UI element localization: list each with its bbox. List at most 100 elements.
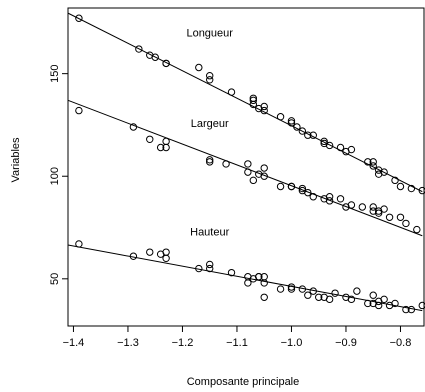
point-largeur [244,168,252,176]
point-longueur [304,131,312,139]
point-hauteur [276,285,285,293]
point-largeur [146,135,154,144]
point-hauteur [287,283,296,291]
point-hauteur [353,287,361,295]
point-hauteur [304,291,312,299]
point-largeur [162,143,170,152]
point-largeur [206,158,214,166]
x-tick-label: −1.3 [117,337,139,349]
point-largeur [336,195,345,203]
point-largeur [129,123,138,131]
point-hauteur [347,295,356,304]
point-largeur [162,137,170,146]
x-tick-label: −1.4 [63,337,85,349]
point-hauteur [244,279,252,287]
x-axis-title: Composante principale [187,376,300,388]
point-longueur [325,141,334,150]
point-hauteur [298,285,307,293]
point-longueur [298,127,307,135]
point-largeur [206,156,214,164]
point-hauteur [325,295,334,304]
point-hauteur [260,293,268,301]
point-longueur [287,119,296,127]
point-longueur [135,45,143,53]
point-largeur [369,203,377,211]
point-hauteur [206,260,214,269]
x-tick-label: −1.2 [172,337,194,349]
point-largeur [309,193,317,201]
point-longueur [309,131,317,139]
point-hauteur [75,240,83,248]
point-longueur [249,100,258,109]
point-largeur [276,182,285,191]
y-tick-label: 100 [49,167,61,185]
point-hauteur [407,305,416,314]
point-longueur [369,162,377,170]
point-largeur [358,203,367,211]
series-label-longueur: Longueur [186,28,233,40]
point-largeur [260,172,268,180]
point-longueur [391,176,399,185]
plot-frame [67,7,425,327]
point-longueur [276,113,285,121]
point-hauteur [255,273,263,281]
x-tick-label: −1.1 [226,337,248,349]
point-largeur [402,219,410,228]
point-hauteur [129,252,138,260]
point-hauteur [402,305,410,314]
x-axis: −1.4 −1.3 −1.2 −1.1 −1.0 −0.9 −0.8 [63,326,411,349]
point-hauteur [227,268,236,277]
point-hauteur [162,254,170,262]
point-longueur [320,137,328,146]
fit-line-longueur [67,12,423,193]
point-largeur [374,209,383,217]
point-largeur [156,143,165,152]
point-largeur [325,193,334,201]
point-largeur [75,106,83,115]
point-longueur [162,59,170,68]
series-label-largeur: Largeur [191,118,229,130]
series-labels: Longueur Largeur Hauteur [186,28,233,239]
point-longueur [347,145,356,154]
point-largeur [298,184,307,193]
point-largeur [222,160,230,168]
point-largeur [396,213,405,221]
point-longueur [293,123,301,131]
y-tick-label: 150 [49,64,61,82]
y-tick-label: 50 [49,273,61,285]
point-largeur [347,201,356,209]
point-largeur [244,160,252,168]
point-longueur [364,158,372,166]
point-longueur [407,184,416,193]
point-longueur [287,117,296,125]
point-hauteur [260,273,268,281]
series-label-hauteur: Hauteur [190,227,229,239]
point-largeur [304,188,312,197]
point-largeur [260,164,268,172]
point-longueur [260,102,268,111]
point-hauteur [309,287,317,295]
point-longueur [195,63,203,72]
y-axis: 50 100 150 [49,64,68,285]
point-hauteur [146,248,154,256]
point-longueur [206,76,214,84]
point-longueur [418,186,425,195]
data-points [75,14,425,314]
point-hauteur [287,285,296,293]
point-largeur [325,197,334,205]
point-largeur [385,213,394,221]
point-longueur [151,53,159,61]
point-largeur [380,205,388,213]
point-hauteur [260,279,268,287]
point-longueur [260,106,268,115]
point-longueur [396,182,405,191]
point-hauteur [331,289,339,297]
point-longueur [75,14,83,22]
point-hauteur [374,301,383,310]
point-hauteur [364,299,372,308]
point-largeur [249,176,258,185]
point-longueur [249,96,258,105]
point-hauteur [162,248,170,256]
point-largeur [413,225,421,234]
